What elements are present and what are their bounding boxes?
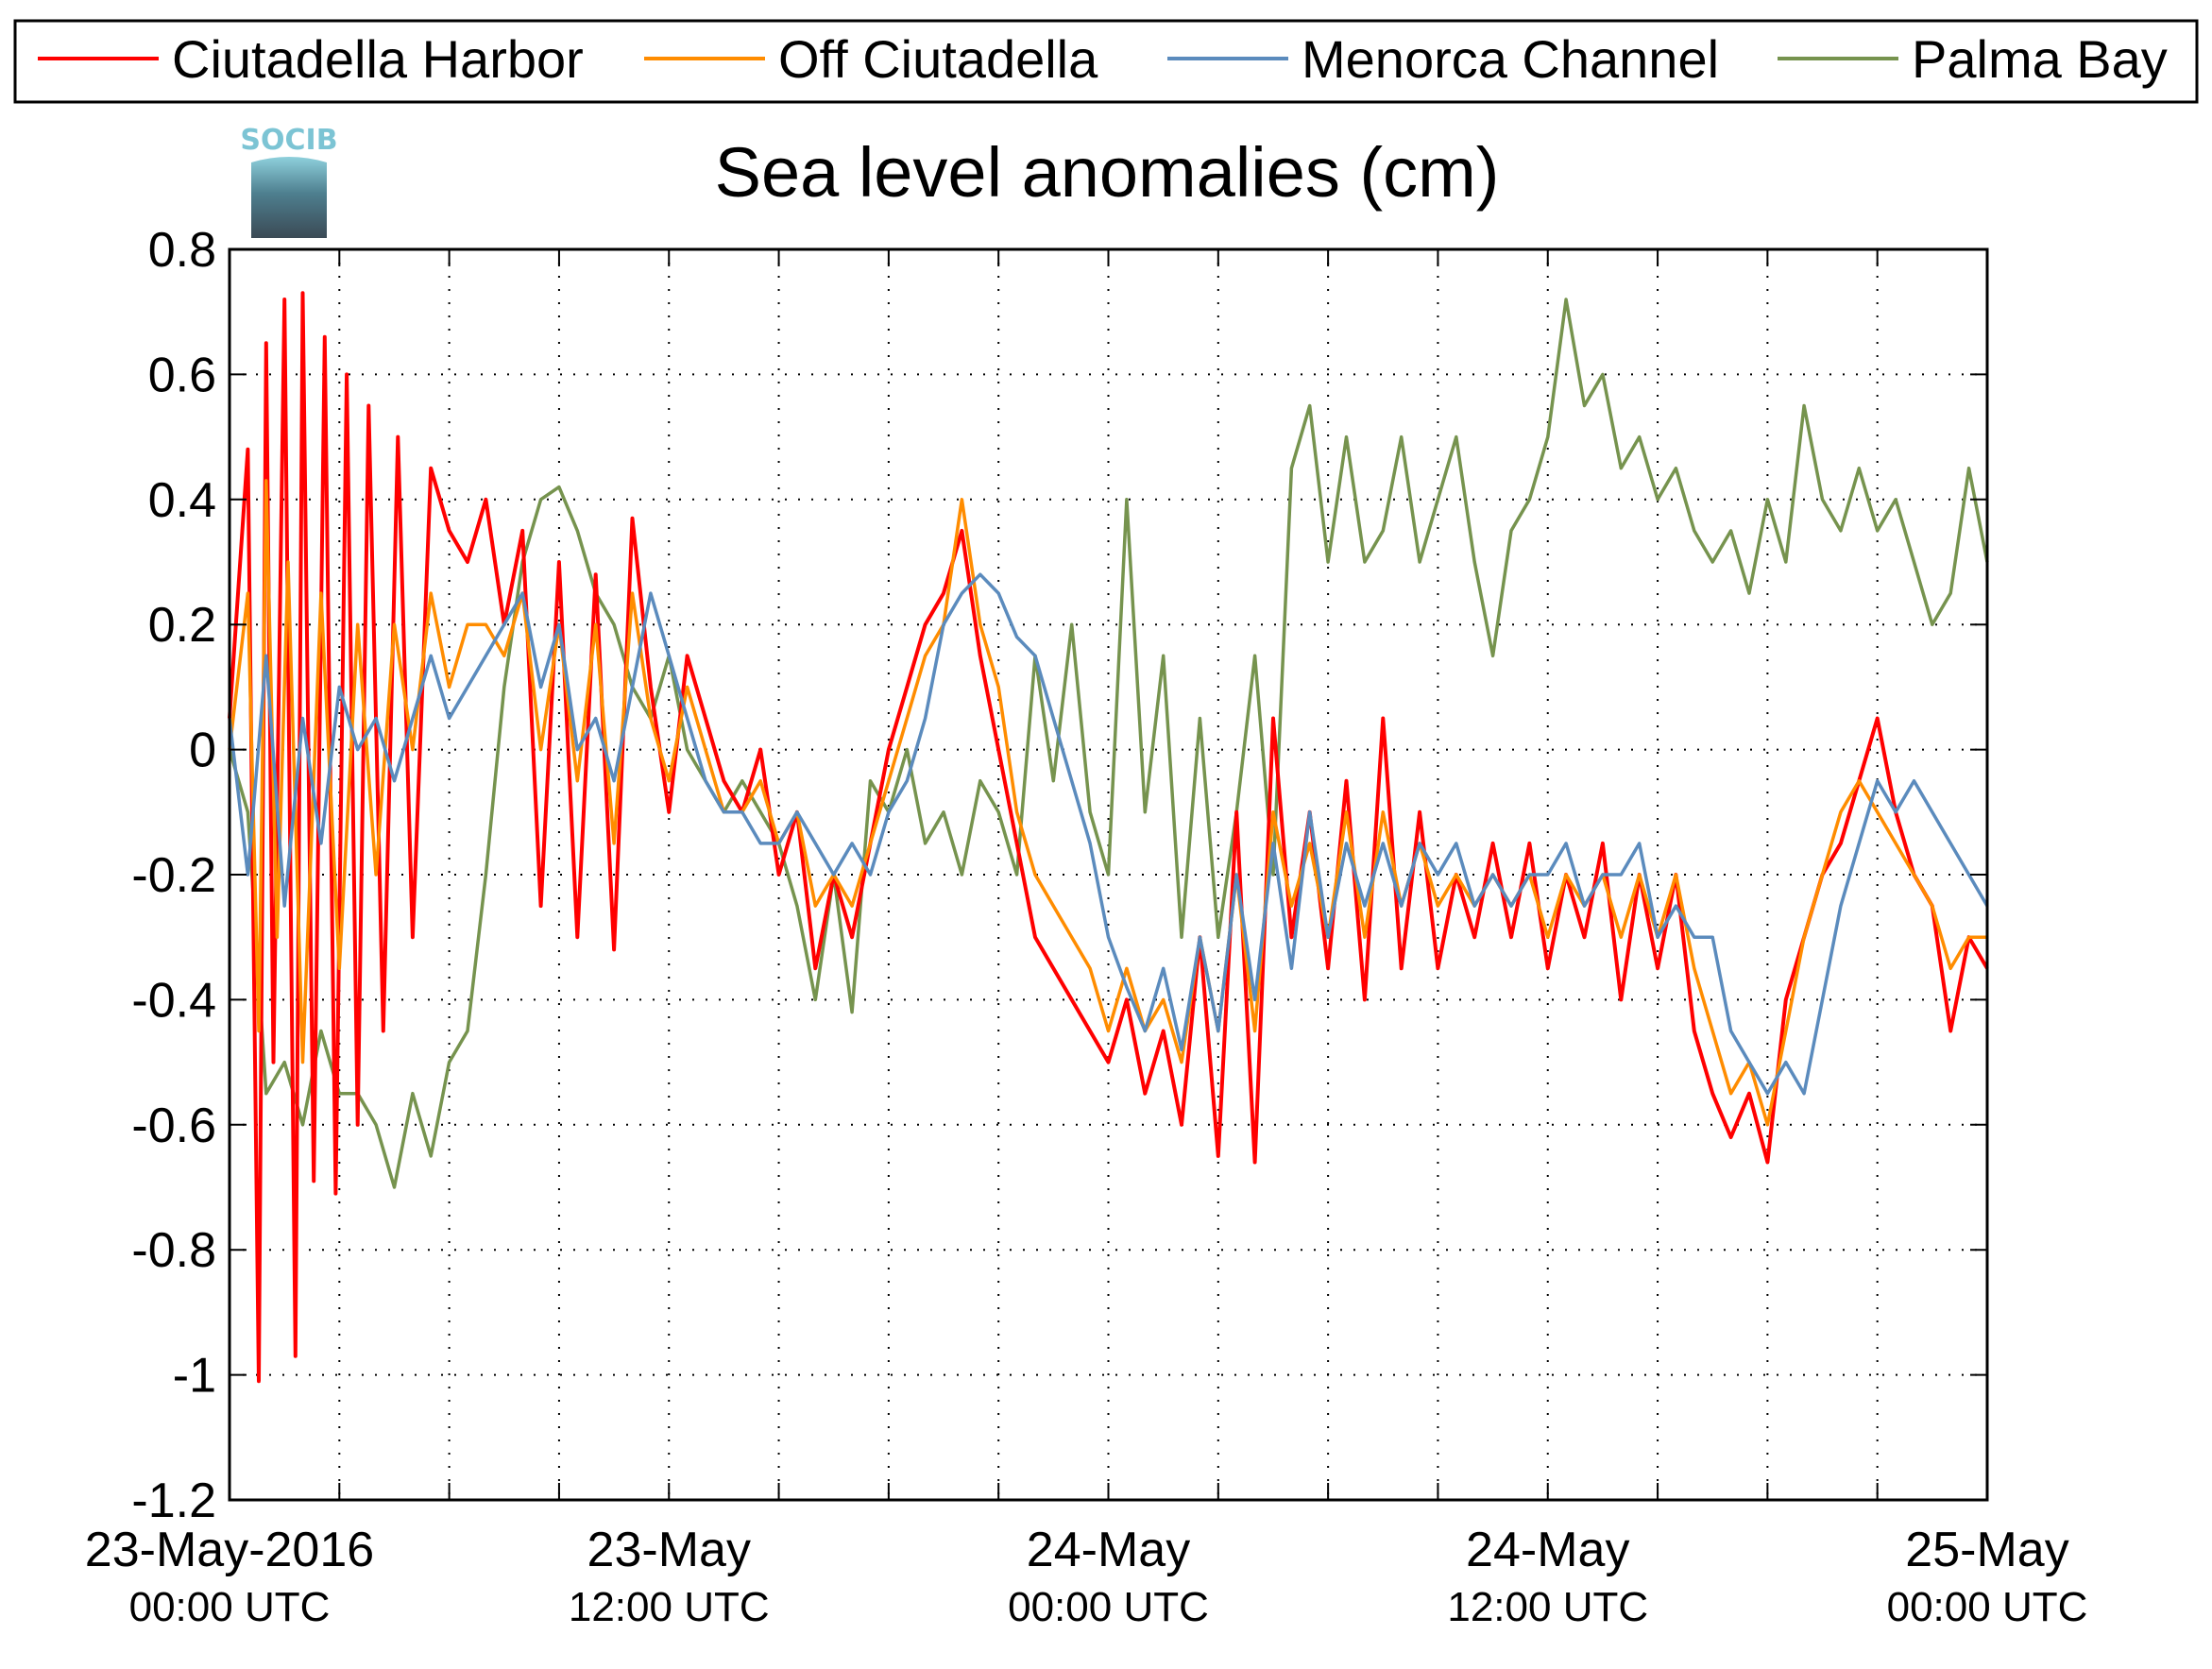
legend-label: Menorca Channel (1302, 29, 1719, 89)
y-tick-label: 0.2 (148, 598, 216, 653)
legend: Ciutadella Harbor Off Ciutadella Menorca C… (13, 19, 2199, 104)
y-tick-label: -1.2 (131, 1473, 216, 1528)
y-tick-label: -0.4 (131, 973, 216, 1028)
y-tick-label: 0.8 (148, 223, 216, 278)
x-time-label: 00:00 UTC (129, 1584, 331, 1630)
series-line-off-ciutadella (228, 479, 1987, 1127)
chart-title: Sea level anomalies (cm) (715, 133, 1500, 212)
axis-ticks (230, 248, 1987, 1501)
legend-box (13, 19, 2199, 104)
x-time-label: 00:00 UTC (1887, 1584, 2088, 1630)
y-tick-label: -0.2 (131, 848, 216, 903)
y-tick-label: 0.6 (148, 348, 216, 402)
x-date-label: 23-May (587, 1523, 751, 1577)
y-axis-labels: -1.2 -1 -0.8 -0.6 -0.4 -0.2 0 0.2 0.4 0.6 0.8 (131, 223, 216, 1528)
series-group (228, 291, 1989, 1384)
legend-label: Off Ciutadella (778, 29, 1098, 89)
x-time-label: 12:00 UTC (569, 1584, 770, 1630)
y-tick-label: 0 (189, 724, 216, 778)
y-tick-label: -1 (173, 1349, 216, 1404)
y-tick-label: -0.6 (131, 1098, 216, 1153)
series-line-menorca-channel (228, 572, 1989, 1096)
x-date-label: 24-May (1027, 1523, 1190, 1577)
logo-wave-icon (251, 157, 327, 238)
x-date-label: 25-May (1905, 1523, 2068, 1577)
legend-label: Palma Bay (1912, 29, 2168, 89)
plot-area (228, 247, 1989, 1502)
x-axis-labels: 23-May-2016 00:00 UTC 23-May 12:00 UTC 24-Ma… (85, 1523, 2088, 1630)
x-time-label: 00:00 UTC (1008, 1584, 1209, 1630)
logo-text: SOCIB (240, 124, 337, 157)
x-date-label: 23-May-2016 (85, 1523, 374, 1577)
y-tick-label: -0.8 (131, 1223, 216, 1278)
x-time-label: 12:00 UTC (1447, 1584, 1648, 1630)
y-tick-label: 0.4 (148, 473, 216, 528)
socib-logo: SOCIB (240, 124, 338, 238)
x-date-label: 24-May (1466, 1523, 1629, 1577)
legend-label: Ciutadella Harbor (172, 29, 584, 89)
